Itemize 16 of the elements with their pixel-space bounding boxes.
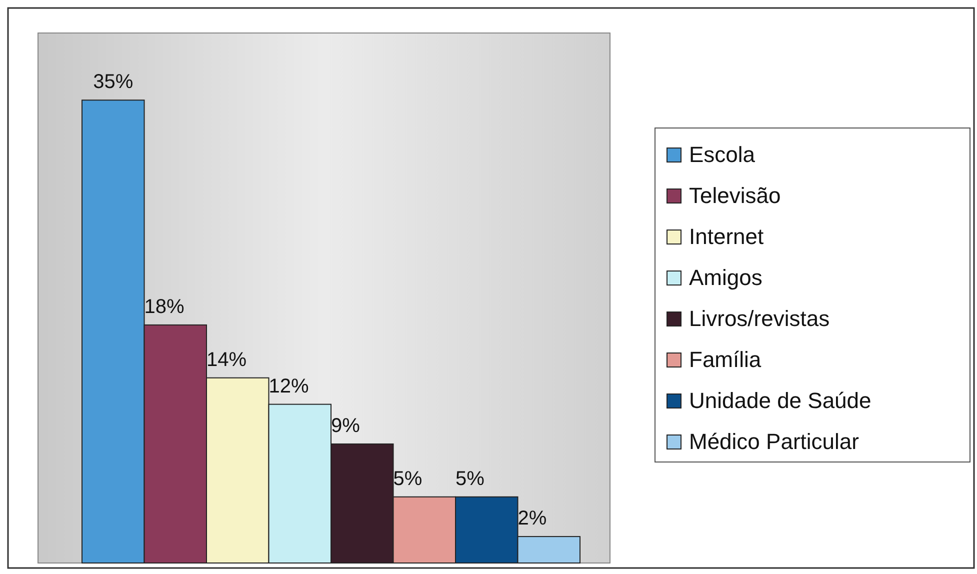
data-label: 35% bbox=[93, 71, 134, 94]
data-label: 14% bbox=[206, 348, 247, 371]
legend-label: Médico Particular bbox=[689, 429, 859, 454]
legend-label: Amigos bbox=[689, 265, 762, 290]
data-label: 18% bbox=[144, 296, 184, 318]
legend-label: Família bbox=[689, 347, 762, 372]
legend-label: Unidade de Saúde bbox=[689, 388, 872, 413]
data-label: 9% bbox=[331, 414, 360, 437]
legend-label: Televisão bbox=[689, 183, 781, 208]
legend-label: Internet bbox=[689, 224, 764, 249]
data-label: 5% bbox=[393, 468, 422, 490]
legend-label: Livros/revistas bbox=[689, 306, 830, 331]
data-label: 12% bbox=[268, 375, 309, 398]
data-label: 5% bbox=[456, 468, 485, 490]
legend-label: Escola bbox=[689, 142, 756, 167]
data-label: 2% bbox=[518, 508, 547, 530]
